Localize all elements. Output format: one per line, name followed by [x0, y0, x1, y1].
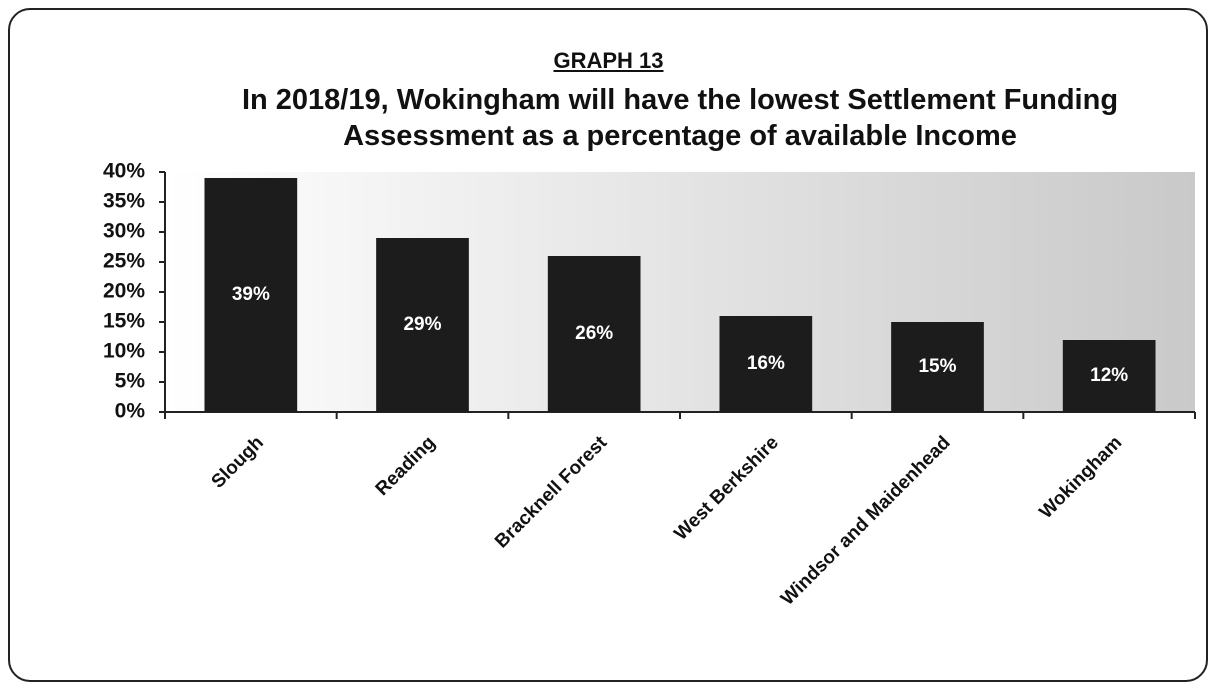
y-tick-label: 30%: [103, 220, 145, 243]
chart-subtitle: In 2018/19, Wokingham will have the lowe…: [241, 84, 1119, 152]
value-label: 26%: [575, 323, 613, 344]
chart-title: GRAPH 13: [553, 48, 664, 73]
y-tick-label: 10%: [103, 340, 145, 363]
y-tick-label: 5%: [115, 370, 146, 393]
value-label: 39%: [232, 284, 270, 305]
value-label: 12%: [1090, 365, 1128, 386]
value-label: 15%: [918, 356, 956, 377]
x-tick-label: Slough: [208, 432, 268, 492]
x-tick-label: Windsor and Maidenhead: [777, 432, 954, 609]
y-tick-label: 25%: [103, 250, 145, 273]
value-label: 29%: [403, 314, 441, 335]
frame: [8, 8, 1208, 682]
bar: [891, 322, 984, 412]
x-tick-label: Bracknell Forest: [491, 432, 612, 553]
bar: [719, 316, 813, 412]
y-tick-label: 35%: [103, 190, 145, 213]
y-tick-label: 20%: [103, 280, 145, 303]
bar: [1062, 340, 1156, 412]
bar: [204, 178, 298, 412]
y-tick-label: 40%: [103, 160, 145, 183]
y-tick-label: 15%: [103, 310, 145, 333]
value-label: 16%: [747, 353, 785, 374]
bar: [547, 256, 641, 412]
x-tick-label: Wokingham: [1036, 432, 1127, 523]
x-tick-label: West Berkshire: [670, 432, 782, 544]
x-tick-label: Reading: [372, 432, 440, 500]
bar: [376, 238, 469, 412]
plot-area: [165, 172, 1195, 412]
y-tick-label: 0%: [115, 400, 146, 423]
